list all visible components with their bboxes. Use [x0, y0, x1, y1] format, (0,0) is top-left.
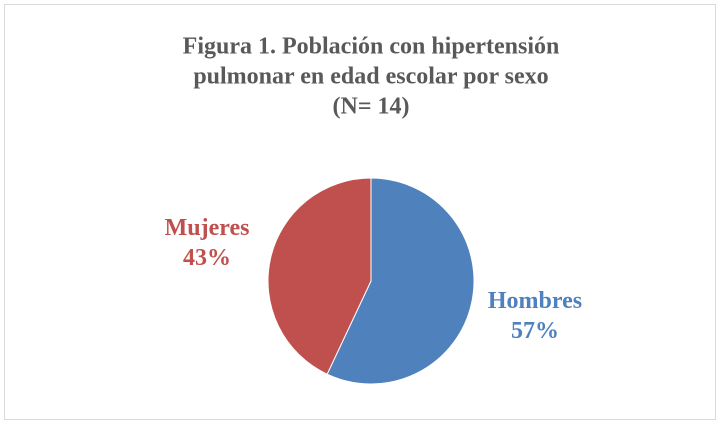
slice-label: Mujeres	[165, 215, 250, 241]
slice-value-label: 43%	[183, 245, 231, 271]
slice-label: Hombres	[488, 288, 582, 314]
pie-slice	[326, 177, 475, 385]
pie-slice	[267, 177, 372, 375]
chart-title: Figura 1. Población con hipertensión	[183, 34, 560, 60]
chart-title: (N= 14)	[333, 94, 410, 120]
chart-title: pulmonar en edad escolar por sexo	[193, 64, 548, 90]
slice-value-label: 57%	[511, 318, 559, 344]
